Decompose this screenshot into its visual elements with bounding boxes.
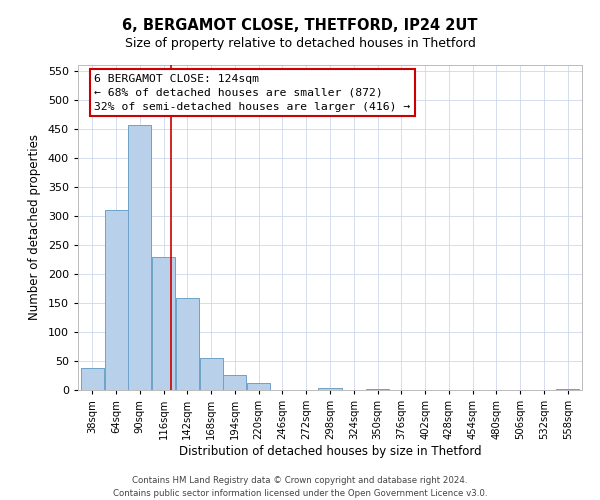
Text: Contains HM Land Registry data © Crown copyright and database right 2024.: Contains HM Land Registry data © Crown c… xyxy=(132,476,468,485)
X-axis label: Distribution of detached houses by size in Thetford: Distribution of detached houses by size … xyxy=(179,445,481,458)
Text: Size of property relative to detached houses in Thetford: Size of property relative to detached ho… xyxy=(125,38,475,51)
Bar xyxy=(176,298,199,390)
Bar xyxy=(319,388,341,390)
Text: Contains public sector information licensed under the Open Government Licence v3: Contains public sector information licen… xyxy=(113,489,487,498)
Bar xyxy=(81,368,104,390)
Bar xyxy=(104,210,128,390)
Bar xyxy=(556,389,579,390)
Bar xyxy=(200,358,223,390)
Bar xyxy=(247,383,270,390)
Text: 6, BERGAMOT CLOSE, THETFORD, IP24 2UT: 6, BERGAMOT CLOSE, THETFORD, IP24 2UT xyxy=(122,18,478,32)
Y-axis label: Number of detached properties: Number of detached properties xyxy=(28,134,41,320)
Bar xyxy=(128,125,151,390)
Bar xyxy=(366,389,389,390)
Text: 6 BERGAMOT CLOSE: 124sqm
← 68% of detached houses are smaller (872)
32% of semi-: 6 BERGAMOT CLOSE: 124sqm ← 68% of detach… xyxy=(94,74,410,112)
Bar xyxy=(223,376,247,390)
Bar xyxy=(152,257,175,390)
